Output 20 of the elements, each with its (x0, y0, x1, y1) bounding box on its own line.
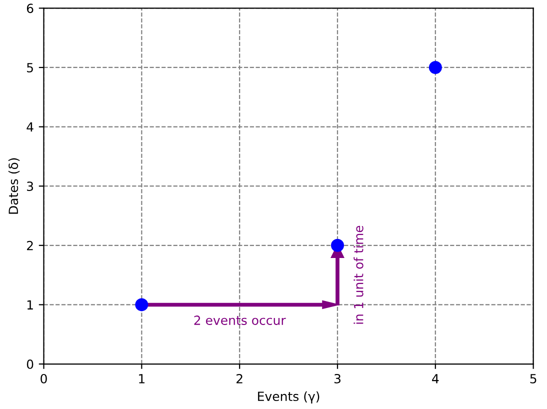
y-tick-label: 1 (27, 300, 33, 310)
annotation: 2 events occur (194, 316, 286, 325)
y-tick-label: 2 (27, 240, 33, 250)
x-tick-label: 5 (530, 374, 536, 384)
point (330, 238, 344, 252)
y-tick-label: 0 (26, 359, 34, 369)
x-tick-label: 0 (40, 374, 47, 384)
y-tick-label: 6 (26, 4, 34, 14)
y-tick-label: 5 (27, 63, 33, 72)
y-tick-label: 4 (26, 122, 34, 132)
y-tick-label: 3 (27, 182, 34, 192)
point (428, 60, 442, 74)
annotation: in 1 unit of time (354, 226, 364, 324)
x-axis-title: Events (γ) (258, 391, 320, 404)
y-axis-title: Dates (δ) (8, 158, 20, 214)
x-tick-label: 3 (334, 374, 340, 384)
x-tick-label: 1 (139, 374, 144, 384)
point (135, 298, 148, 312)
x-tick-label: 2 (236, 374, 242, 384)
x-tick-label: 4 (432, 374, 439, 384)
